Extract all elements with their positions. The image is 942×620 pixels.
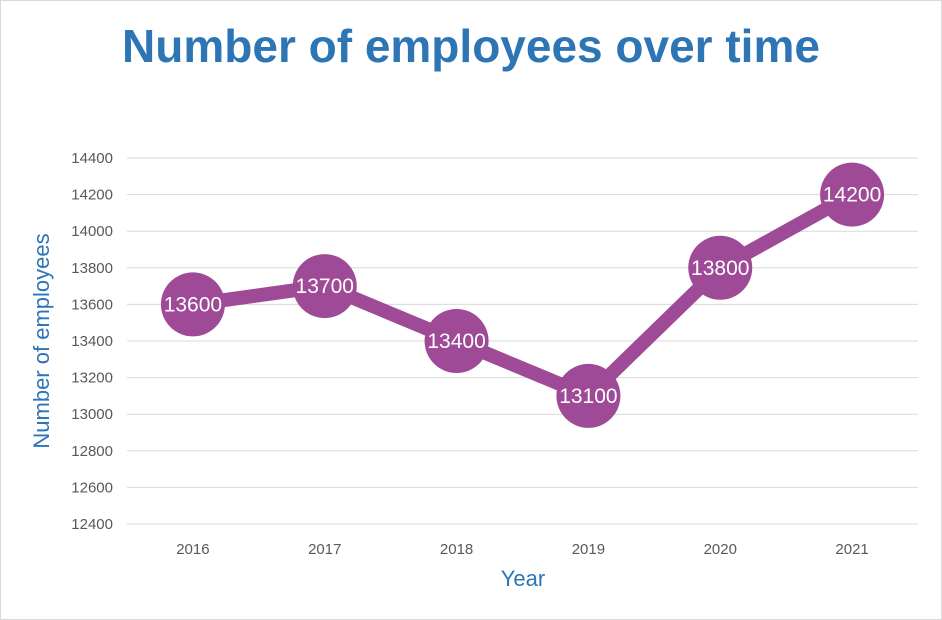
data-point	[160, 272, 225, 337]
x-tick-label: 2018	[440, 541, 473, 558]
data-point	[424, 309, 489, 373]
x-axis-tick-labels: 2016 2017 2018 2019 2020 2021	[176, 541, 869, 558]
y-axis-title: Number of employees	[29, 233, 54, 448]
x-tick-label: 2019	[572, 541, 605, 558]
data-label: 13800	[691, 257, 749, 280]
y-tick-label: 12600	[71, 479, 113, 496]
x-tick-label: 2020	[704, 541, 737, 558]
x-tick-label: 2016	[176, 541, 209, 558]
y-tick-label: 14400	[71, 150, 113, 167]
data-point	[820, 162, 885, 227]
data-label: 13400	[427, 330, 485, 353]
y-tick-label: 13000	[71, 406, 113, 423]
series-layer	[160, 162, 885, 428]
x-axis-title: Year	[501, 566, 545, 591]
data-labels: 13600 13700 13400 13100 13800 14200	[164, 184, 882, 408]
y-tick-label: 13200	[71, 370, 113, 387]
data-label: 13700	[296, 275, 354, 298]
y-tick-label: 13800	[71, 260, 113, 277]
data-point	[292, 254, 357, 319]
data-point	[556, 363, 621, 428]
x-tick-label: 2021	[835, 541, 868, 558]
y-tick-label: 13400	[71, 333, 113, 350]
chart-title: Number of employees over time	[122, 20, 820, 72]
data-label: 13100	[559, 385, 617, 408]
data-label: 14200	[823, 184, 881, 207]
gridlines	[127, 157, 918, 525]
data-label: 13600	[164, 293, 222, 316]
y-tick-label: 12800	[71, 443, 113, 460]
y-tick-label: 12400	[71, 516, 113, 533]
x-tick-label: 2017	[308, 541, 341, 558]
data-point	[688, 235, 753, 300]
y-tick-label: 13600	[71, 296, 113, 313]
y-axis-tick-labels: 12400 12600 12800 13000 13200 13400 13600 13800…	[71, 150, 113, 533]
y-tick-label: 14000	[71, 223, 113, 240]
series-line	[191, 188, 856, 403]
y-tick-label: 14200	[71, 187, 113, 204]
